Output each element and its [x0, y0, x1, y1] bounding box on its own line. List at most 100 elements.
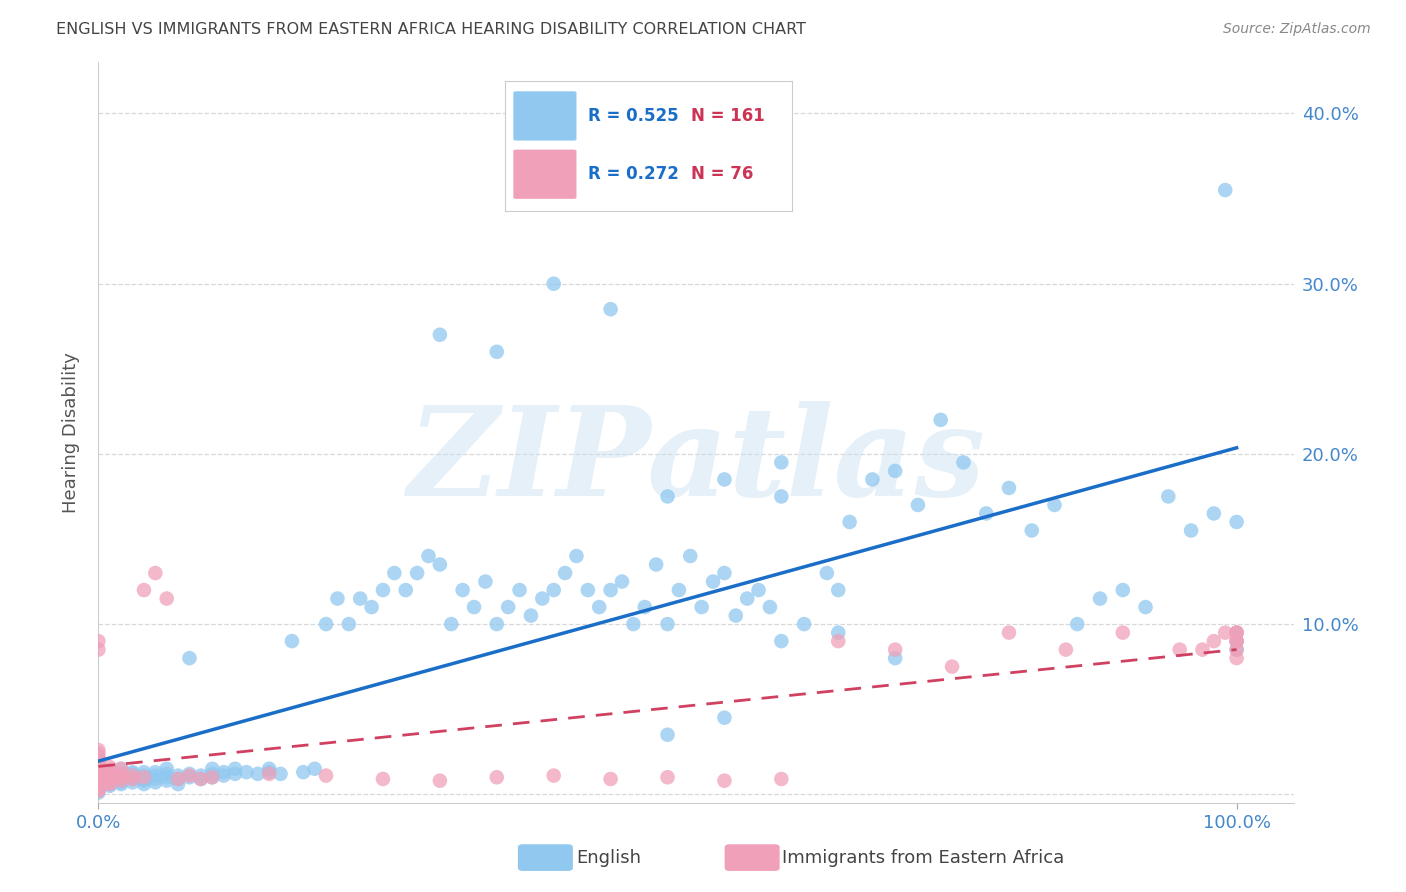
Point: [110, 773, 132, 788]
Point: [770, 490, 793, 504]
Point: [201, 762, 224, 776]
Point: [87, 780, 110, 795]
Point: [1226, 642, 1249, 657]
Point: [543, 277, 565, 291]
Point: [121, 767, 143, 781]
Point: [998, 481, 1021, 495]
Point: [121, 765, 143, 780]
Point: [143, 775, 166, 789]
Point: [1180, 524, 1202, 538]
Point: [485, 770, 508, 784]
Point: [110, 768, 132, 782]
Point: [759, 600, 782, 615]
Point: [1088, 591, 1111, 606]
Text: English: English: [576, 848, 641, 867]
Point: [87, 782, 110, 797]
Point: [87, 764, 110, 778]
Point: [793, 617, 815, 632]
Point: [87, 765, 110, 780]
Point: [87, 747, 110, 761]
Point: [143, 772, 166, 786]
Point: [121, 772, 143, 786]
Point: [110, 767, 132, 781]
Point: [132, 582, 155, 597]
Point: [657, 490, 679, 504]
Point: [87, 762, 110, 776]
Point: [406, 566, 429, 580]
Point: [281, 634, 304, 648]
Point: [429, 327, 451, 342]
Point: [1191, 642, 1213, 657]
Point: [87, 760, 110, 774]
Point: [429, 558, 451, 572]
Point: [246, 767, 269, 781]
Point: [645, 558, 668, 572]
FancyBboxPatch shape: [517, 844, 572, 871]
Point: [360, 600, 382, 615]
Point: [87, 786, 110, 800]
Point: [190, 772, 212, 786]
Point: [690, 600, 713, 615]
Point: [179, 767, 201, 781]
Point: [167, 777, 190, 791]
Point: [110, 770, 132, 784]
Point: [440, 617, 463, 632]
Point: [382, 566, 405, 580]
Point: [531, 591, 554, 606]
Point: [201, 770, 224, 784]
FancyBboxPatch shape: [724, 844, 780, 871]
Point: [1226, 651, 1249, 665]
Point: [576, 582, 599, 597]
Point: [98, 765, 121, 780]
Point: [121, 772, 143, 786]
Point: [87, 753, 110, 767]
Point: [87, 764, 110, 778]
Point: [98, 767, 121, 781]
Point: [121, 770, 143, 784]
Point: [87, 775, 110, 789]
Point: [770, 455, 793, 469]
Point: [87, 749, 110, 764]
Point: [87, 775, 110, 789]
Point: [554, 566, 576, 580]
Point: [292, 765, 315, 780]
Point: [98, 768, 121, 782]
Point: [1226, 625, 1249, 640]
Point: [98, 779, 121, 793]
Point: [156, 770, 179, 784]
Point: [167, 772, 190, 786]
Point: [110, 772, 132, 786]
Point: [827, 625, 849, 640]
Point: [418, 549, 440, 563]
Point: [827, 634, 849, 648]
Point: [143, 765, 166, 780]
Point: [87, 762, 110, 776]
Point: [257, 765, 280, 780]
Point: [87, 760, 110, 774]
Point: [110, 762, 132, 776]
Point: [132, 765, 155, 780]
Point: [610, 574, 633, 589]
Point: [224, 767, 246, 781]
Point: [1226, 634, 1249, 648]
Point: [1202, 634, 1225, 648]
Point: [565, 549, 588, 563]
Text: ZIPatlas: ZIPatlas: [406, 401, 986, 523]
Point: [1043, 498, 1066, 512]
Point: [121, 768, 143, 782]
Point: [884, 464, 907, 478]
Point: [349, 591, 371, 606]
Text: Source: ZipAtlas.com: Source: ZipAtlas.com: [1223, 22, 1371, 37]
Point: [87, 772, 110, 786]
Point: [668, 582, 690, 597]
Point: [974, 507, 997, 521]
Point: [98, 770, 121, 784]
Point: [98, 773, 121, 788]
Point: [87, 768, 110, 782]
Point: [337, 617, 360, 632]
Point: [212, 768, 235, 782]
Point: [884, 651, 907, 665]
Point: [110, 777, 132, 791]
Point: [87, 768, 110, 782]
Point: [132, 773, 155, 788]
